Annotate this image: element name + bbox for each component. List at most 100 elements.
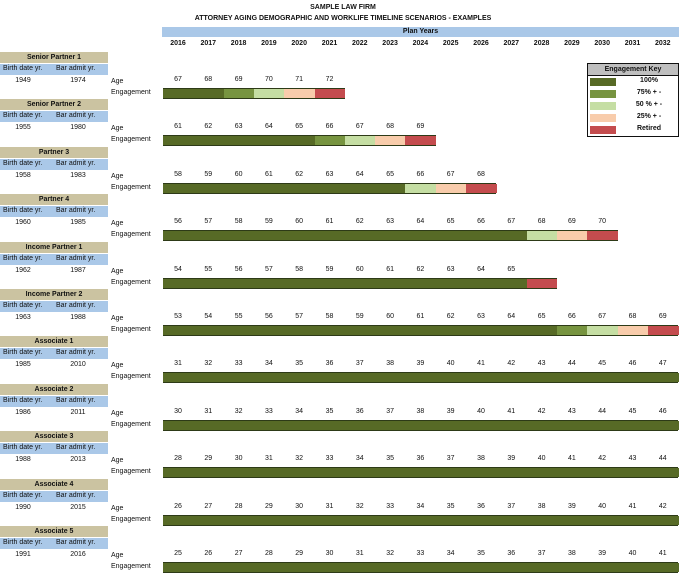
engagement-segment bbox=[344, 279, 376, 288]
age-value: 57 bbox=[264, 266, 273, 273]
age-value: 37 bbox=[507, 503, 516, 510]
engagement-segment bbox=[344, 468, 376, 477]
engagement-key-row: Retired bbox=[588, 125, 678, 135]
engagement-segment bbox=[435, 373, 467, 382]
engagement-segment bbox=[647, 373, 679, 382]
age-value: 65 bbox=[507, 266, 516, 273]
age-value: 66 bbox=[325, 123, 334, 130]
birth-date-header: Birth date yr. bbox=[3, 349, 43, 356]
age-value: 58 bbox=[174, 171, 182, 178]
age-value: 40 bbox=[628, 550, 637, 557]
engagement-segment bbox=[163, 516, 194, 525]
age-value: 61 bbox=[416, 313, 425, 320]
bar-admit-year-value: 2013 bbox=[70, 456, 86, 463]
age-value: 69 bbox=[658, 313, 667, 320]
engagement-segment bbox=[253, 373, 285, 382]
age-value: 71 bbox=[295, 76, 304, 83]
birth-year-value: 1991 bbox=[15, 551, 31, 558]
engagement-segment bbox=[314, 563, 346, 572]
engagement-segment bbox=[647, 326, 679, 335]
engagement-segment bbox=[526, 563, 558, 572]
bar-admit-header: Bar admit yr. bbox=[56, 112, 96, 119]
age-value: 41 bbox=[567, 455, 576, 462]
year-tick-label: 2017 bbox=[200, 40, 217, 47]
bar-admit-year-value: 1987 bbox=[70, 267, 86, 274]
age-value: 62 bbox=[204, 123, 213, 130]
birth-year-value: 1986 bbox=[15, 409, 31, 416]
engagement-segment bbox=[526, 231, 558, 240]
engagement-bar bbox=[163, 515, 679, 526]
engagement-segment bbox=[284, 563, 316, 572]
age-row-label: Age bbox=[111, 78, 124, 85]
year-tick-label: 2022 bbox=[352, 40, 368, 47]
age-value: 66 bbox=[477, 218, 485, 225]
age-value: 35 bbox=[477, 550, 485, 557]
engagement-key-swatch bbox=[590, 126, 616, 134]
birth-date-header: Birth date yr. bbox=[3, 302, 43, 309]
age-row-label: Age bbox=[111, 315, 124, 322]
engagement-segment bbox=[466, 326, 497, 335]
age-value: 61 bbox=[264, 171, 273, 178]
age-row-label: Age bbox=[111, 505, 124, 512]
attorney-title: Associate 3 bbox=[0, 431, 108, 442]
engagement-segment bbox=[466, 279, 497, 288]
age-value: 31 bbox=[264, 455, 273, 462]
engagement-segment bbox=[435, 326, 467, 335]
bar-admit-header: Bar admit yr. bbox=[56, 160, 96, 167]
engagement-bar bbox=[163, 88, 346, 99]
age-value: 69 bbox=[567, 218, 576, 225]
engagement-bar bbox=[163, 278, 558, 289]
engagement-segment bbox=[617, 516, 649, 525]
bar-admit-header: Bar admit yr. bbox=[56, 397, 96, 404]
engagement-segment bbox=[223, 563, 255, 572]
engagement-segment bbox=[284, 279, 316, 288]
age-value: 28 bbox=[234, 503, 243, 510]
bar-admit-year-value: 2016 bbox=[70, 551, 86, 558]
engagement-segment bbox=[163, 421, 194, 430]
age-value: 40 bbox=[477, 408, 485, 415]
engagement-segment bbox=[617, 326, 649, 335]
engagement-bar bbox=[163, 325, 679, 336]
engagement-bar bbox=[163, 230, 619, 241]
engagement-segment bbox=[223, 231, 255, 240]
engagement-row-label: Engagement bbox=[111, 89, 151, 96]
engagement-segment bbox=[284, 231, 316, 240]
age-value: 68 bbox=[386, 123, 394, 130]
age-value: 63 bbox=[234, 123, 243, 130]
engagement-segment bbox=[344, 563, 376, 572]
engagement-segment bbox=[284, 468, 316, 477]
engagement-segment bbox=[223, 279, 255, 288]
engagement-bar bbox=[163, 467, 679, 478]
engagement-segment bbox=[587, 421, 619, 430]
age-value: 65 bbox=[386, 171, 394, 178]
bar-admit-header: Bar admit yr. bbox=[56, 207, 96, 214]
engagement-segment bbox=[375, 563, 406, 572]
age-value: 31 bbox=[174, 360, 182, 367]
engagement-segment bbox=[466, 184, 497, 193]
engagement-row-label: Engagement bbox=[111, 136, 151, 143]
bar-admit-year-value: 2011 bbox=[70, 409, 86, 416]
engagement-key-row: 75% + - bbox=[588, 89, 678, 99]
engagement-segment bbox=[405, 373, 437, 382]
age-value: 34 bbox=[264, 360, 273, 367]
age-value: 61 bbox=[325, 218, 334, 225]
engagement-key-row: 25% + - bbox=[588, 113, 678, 123]
engagement-segment bbox=[466, 468, 497, 477]
engagement-segment bbox=[314, 279, 346, 288]
engagement-key-label: Retired bbox=[636, 125, 662, 132]
engagement-segment bbox=[375, 184, 406, 193]
engagement-segment bbox=[163, 136, 194, 145]
attorney-column-header: Birth date yr. Bar admit yr. bbox=[0, 443, 108, 454]
engagement-segment bbox=[435, 468, 467, 477]
engagement-segment bbox=[223, 136, 255, 145]
bar-admit-header: Bar admit yr. bbox=[56, 444, 96, 451]
birth-date-header: Birth date yr. bbox=[3, 397, 43, 404]
age-value: 66 bbox=[416, 171, 425, 178]
engagement-segment bbox=[496, 326, 528, 335]
engagement-segment bbox=[556, 516, 588, 525]
engagement-segment bbox=[496, 279, 528, 288]
age-value: 30 bbox=[325, 550, 334, 557]
bar-admit-year-value: 1974 bbox=[70, 77, 86, 84]
engagement-bar bbox=[163, 372, 679, 383]
age-value: 41 bbox=[507, 408, 516, 415]
